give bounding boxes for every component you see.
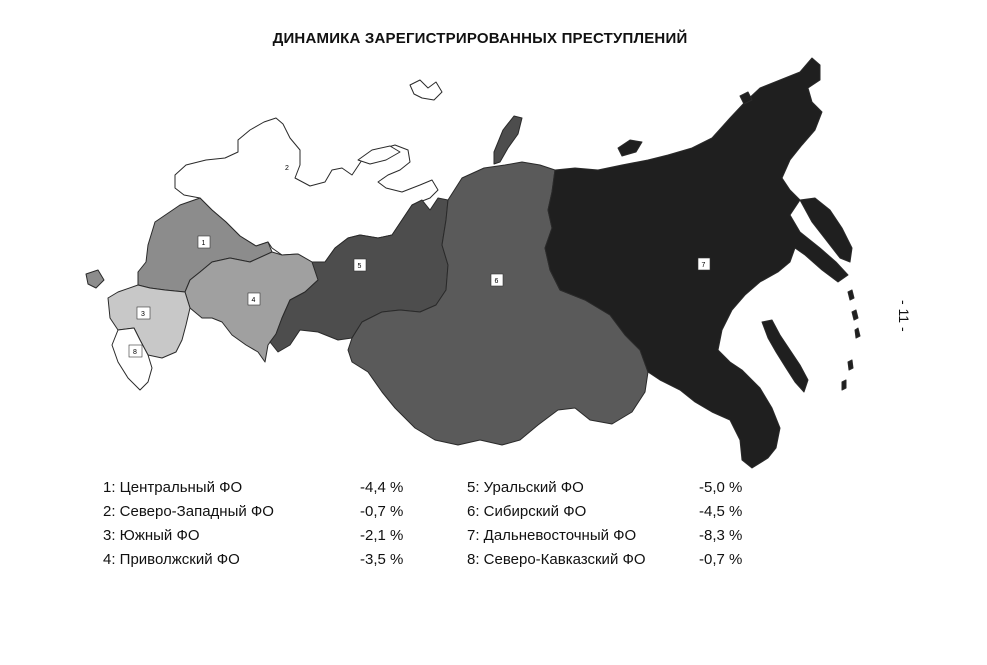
region-wrangel-island [617, 139, 643, 157]
legend-row: 1: Центральный ФО -4,4 % [103, 479, 423, 503]
legend-label: 5: Уральский ФО [467, 479, 584, 496]
svg-text:4: 4 [252, 297, 256, 304]
page-title: ДИНАМИКА ЗАРЕГИСТРИРОВАННЫХ ПРЕСТУПЛЕНИЙ [272, 30, 688, 47]
region-far-eastern [544, 57, 849, 469]
region-north-caucasus [111, 327, 153, 391]
legend-row: 7: Дальневосточный ФО -8,3 % [467, 527, 767, 551]
region-badge-6: 6 [490, 273, 504, 287]
svg-text:5: 5 [358, 263, 362, 270]
region-novaya-zemlya [493, 115, 523, 165]
region-badge-2: 2 [285, 165, 289, 172]
region-badge-7: 7 [697, 257, 711, 271]
legend-value: -2,1 % [360, 527, 404, 544]
svg-text:6: 6 [495, 278, 499, 285]
region-kamchatka [799, 197, 853, 263]
legend-value: -4,4 % [360, 479, 404, 496]
region-badge-1: 1 [197, 235, 211, 249]
legend-row: 5: Уральский ФО -5,0 % [467, 479, 767, 503]
svg-text:1: 1 [202, 240, 206, 247]
region-badge-4: 4 [247, 292, 261, 306]
legend-label: 2: Северо-Западный ФО [103, 503, 274, 520]
legend-label: 6: Сибирский ФО [467, 503, 587, 520]
legend-label: 7: Дальневосточный ФО [467, 527, 637, 544]
region-kola-islands [357, 145, 401, 165]
region-kaliningrad [85, 269, 105, 289]
region-sakhalin [761, 319, 809, 393]
legend-value: -4,5 % [699, 503, 743, 520]
legend-label: 1: Центральный ФО [103, 479, 243, 496]
svg-text:8: 8 [133, 349, 137, 356]
legend-label: 3: Южный ФО [103, 527, 200, 544]
legend-label: 8: Северо-Кавказский ФО [467, 551, 646, 568]
legend-value: -3,5 % [360, 551, 404, 568]
svg-text:2: 2 [285, 165, 289, 172]
legend-row: 6: Сибирский ФО -4,5 % [467, 503, 767, 527]
legend-row: 2: Северо-Западный ФО -0,7 % [103, 503, 423, 527]
region-new-siberian-islands [739, 91, 753, 105]
region-badge-8: 8 [128, 344, 143, 358]
legend-column-right: 5: Уральский ФО -5,0 % 6: Сибирский ФО -… [467, 479, 767, 575]
legend-value: -0,7 % [360, 503, 404, 520]
legend-value: -5,0 % [699, 479, 743, 496]
svg-text:3: 3 [141, 311, 145, 318]
svg-text:7: 7 [702, 262, 706, 269]
legend-value: -8,3 % [699, 527, 743, 544]
region-badge-5: 5 [353, 258, 367, 272]
legend-row: 3: Южный ФО -2,1 % [103, 527, 423, 551]
legend-column-left: 1: Центральный ФО -4,4 % 2: Северо-Запад… [103, 479, 423, 575]
legend-row: 8: Северо-Кавказский ФО -0,7 % [467, 551, 767, 575]
region-badge-3: 3 [136, 306, 151, 320]
legend-value: -0,7 % [699, 551, 743, 568]
region-franz-josef-land [409, 79, 443, 101]
legend-label: 4: Приволжский ФО [103, 551, 240, 568]
region-kuril-islands [841, 289, 861, 391]
legend-row: 4: Приволжский ФО -3,5 % [103, 551, 423, 575]
